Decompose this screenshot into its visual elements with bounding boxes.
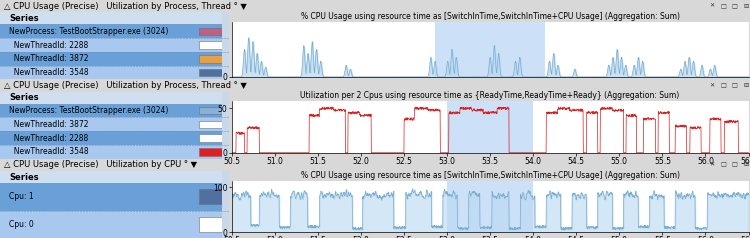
Text: □: □ (731, 83, 737, 88)
Text: ⊟: ⊟ (743, 4, 748, 9)
Bar (0, 183, 229, 211)
Bar (0, 92, 229, 104)
Text: NewProcess: TestBootStrapper.exe (3024): NewProcess: TestBootStrapper.exe (3024) (9, 27, 169, 36)
Text: Cpu: 1: Cpu: 1 (9, 192, 34, 201)
Text: ⊟: ⊟ (743, 83, 748, 88)
Bar (0, 171, 229, 183)
Bar (222, 12, 229, 79)
Title: % CPU Usage using resource time as [SwitchInTime,SwitchInTime+CPU Usage] (Aggreg: % CPU Usage using resource time as [Swit… (301, 12, 680, 21)
Bar (222, 92, 229, 159)
Text: ⊟: ⊟ (743, 162, 748, 167)
Text: Series: Series (9, 173, 39, 182)
Bar (0, 12, 229, 25)
Bar (0, 145, 229, 159)
Bar (199, 189, 222, 204)
Text: △ CPU Usage (Precise)   Utilization by CPU ° ▼: △ CPU Usage (Precise) Utilization by CPU… (4, 160, 196, 169)
Bar (222, 171, 229, 238)
Bar (0, 38, 229, 52)
Bar (0, 118, 229, 131)
Text: NewThreadId: 3872: NewThreadId: 3872 (9, 120, 88, 129)
Text: ✕: ✕ (710, 83, 715, 88)
Bar (199, 41, 222, 49)
Bar (435, 22, 545, 77)
Text: NewThreadId: 2288: NewThreadId: 2288 (9, 134, 88, 143)
Bar (199, 217, 222, 232)
Title: Utilization per 2 Cpus using resource time as {ReadyTime,ReadyTime+Ready} (Aggre: Utilization per 2 Cpus using resource ti… (301, 91, 680, 100)
Bar (199, 148, 222, 156)
Text: Series: Series (9, 14, 39, 23)
Text: △ CPU Usage (Precise)   Utilization by Process, Thread ° ▼: △ CPU Usage (Precise) Utilization by Pro… (4, 2, 247, 11)
Bar (0, 211, 229, 238)
Title: % CPU Usage using resource time as [SwitchInTime,SwitchInTime+CPU Usage] (Aggreg: % CPU Usage using resource time as [Swit… (301, 171, 680, 180)
Text: Series: Series (9, 93, 39, 102)
Text: NewThreadId: 3548: NewThreadId: 3548 (9, 147, 88, 156)
Bar (199, 134, 222, 142)
Bar (199, 69, 222, 76)
Text: NewThreadId: 3548: NewThreadId: 3548 (9, 68, 88, 77)
Text: △ CPU Usage (Precise)   Utilization by Process, Thread ° ▼: △ CPU Usage (Precise) Utilization by Pro… (4, 81, 247, 90)
Bar (199, 28, 222, 35)
Bar (447, 101, 533, 153)
Bar (0, 52, 229, 66)
Text: NewProcess: TestBootStrapper.exe (3024): NewProcess: TestBootStrapper.exe (3024) (9, 106, 169, 115)
Text: ✕: ✕ (710, 4, 715, 9)
Bar (0, 66, 229, 79)
Text: □: □ (720, 83, 726, 88)
Text: □: □ (731, 4, 737, 9)
Bar (199, 107, 222, 114)
Bar (0, 131, 229, 145)
Bar (199, 55, 222, 63)
Bar (199, 121, 222, 128)
Text: □: □ (731, 162, 737, 167)
Bar (0, 25, 229, 38)
Text: □: □ (720, 162, 726, 167)
Bar (447, 181, 533, 232)
Text: Cpu: 0: Cpu: 0 (9, 220, 34, 229)
Text: □: □ (720, 4, 726, 9)
Bar (0, 104, 229, 118)
Text: NewThreadId: 3872: NewThreadId: 3872 (9, 54, 88, 63)
Text: NewThreadId: 2288: NewThreadId: 2288 (9, 40, 88, 50)
Text: ✕: ✕ (710, 162, 715, 167)
